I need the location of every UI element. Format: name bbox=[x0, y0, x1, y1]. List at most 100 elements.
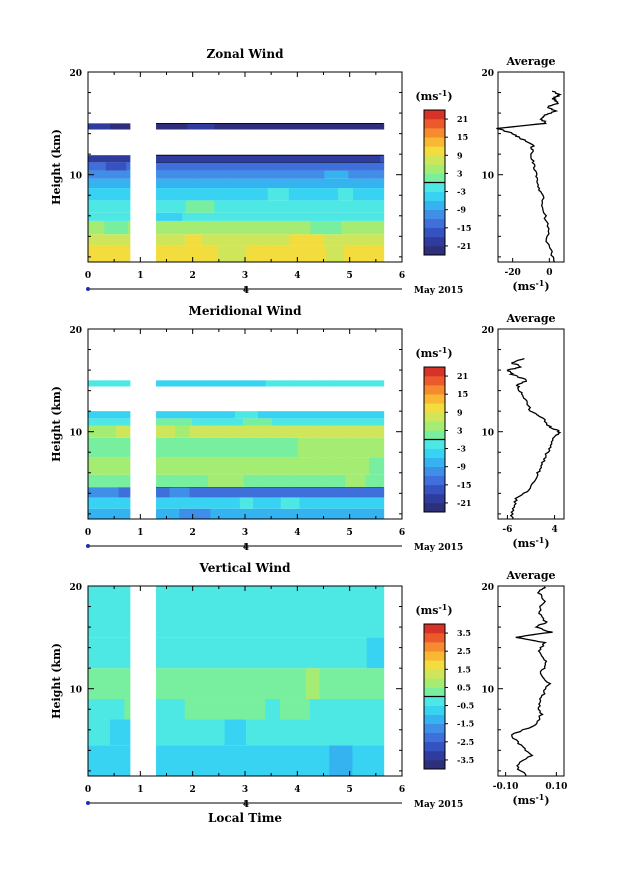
colorbar-swatch bbox=[424, 191, 445, 201]
heatmap-cell bbox=[88, 719, 111, 746]
y-tick-label: 10 bbox=[69, 429, 82, 439]
heatmap-cell bbox=[243, 474, 263, 488]
heatmap-cell bbox=[88, 437, 113, 458]
heatmap-cell bbox=[367, 418, 385, 426]
heatmap-cell bbox=[88, 123, 111, 130]
heatmap-cell bbox=[244, 220, 269, 235]
x-tick-label: 5 bbox=[347, 785, 353, 795]
heatmap-cell bbox=[265, 719, 290, 746]
colorbar-tick-label: -9 bbox=[457, 205, 466, 215]
heatmap-cell bbox=[230, 188, 245, 201]
heatmap-cell bbox=[224, 719, 247, 746]
heatmap-cell bbox=[367, 745, 385, 776]
heatmap-cell bbox=[184, 234, 203, 246]
avg-y-tick-label: 20 bbox=[481, 326, 494, 336]
heatmap-cell bbox=[171, 745, 205, 776]
heatmap-cell bbox=[296, 487, 328, 498]
colorbar-unit-exp: -1 bbox=[438, 88, 447, 98]
heatmap-cell bbox=[234, 457, 262, 475]
colorbar-swatch bbox=[424, 439, 445, 449]
heatmap-cell bbox=[360, 220, 385, 235]
heatmap-cell bbox=[185, 200, 215, 213]
heatmap-cell bbox=[220, 220, 245, 235]
heatmap-cell bbox=[192, 170, 221, 179]
x-tick-label: 1 bbox=[137, 271, 143, 281]
heatmap-cell bbox=[303, 586, 324, 638]
avg-unit-close: ) bbox=[544, 537, 549, 550]
heatmap-cell bbox=[225, 234, 253, 246]
heatmap-cell bbox=[235, 425, 266, 438]
x-tick-label: 4 bbox=[294, 528, 300, 538]
heatmap-cell bbox=[205, 162, 227, 171]
heatmap-cell bbox=[268, 637, 286, 669]
heatmap-cell bbox=[189, 425, 219, 438]
average-frame bbox=[497, 328, 565, 520]
colorbar-swatch bbox=[424, 385, 445, 395]
heatmap-cell bbox=[156, 162, 171, 171]
heatmap-cell bbox=[113, 745, 131, 776]
heatmap-cell bbox=[279, 698, 298, 720]
heatmap-cell bbox=[349, 719, 382, 746]
colorbar-tick-label: 1.5 bbox=[457, 664, 471, 674]
colorbar-swatch bbox=[424, 227, 445, 238]
heatmap-cell bbox=[335, 508, 370, 519]
heatmap-cell bbox=[233, 745, 264, 776]
heatmap-cell bbox=[338, 668, 355, 699]
heatmap-cell bbox=[174, 719, 209, 746]
avg-unit-close: ) bbox=[544, 794, 549, 807]
heatmap-cell bbox=[170, 245, 199, 262]
colorbar-tick-label: 9 bbox=[457, 150, 463, 160]
heatmap-cell bbox=[310, 220, 342, 235]
heatmap-cell bbox=[156, 745, 172, 776]
heatmap-cell bbox=[202, 212, 222, 221]
heatmap-cell bbox=[88, 220, 105, 235]
heatmap-cell bbox=[285, 637, 312, 669]
heatmap-cell bbox=[88, 155, 110, 163]
heatmap-cell bbox=[88, 188, 121, 201]
heatmap-cell bbox=[221, 212, 251, 221]
colorbar-swatch bbox=[424, 732, 445, 743]
heatmap-cell bbox=[374, 178, 385, 189]
heatmap-cell bbox=[262, 474, 292, 488]
heatmap-cell bbox=[214, 123, 235, 130]
heatmap-cell bbox=[188, 637, 224, 669]
heatmap-cell bbox=[156, 155, 191, 163]
colorbar-swatch bbox=[424, 502, 445, 513]
colorbar-tick-label: -1.5 bbox=[457, 719, 474, 729]
heatmap-cell bbox=[270, 586, 292, 638]
heatmap-cell bbox=[246, 698, 266, 720]
heatmap-cell bbox=[251, 155, 285, 163]
heatmap-cell bbox=[104, 220, 129, 235]
heatmap-cell bbox=[323, 234, 348, 246]
heatmap-cell bbox=[196, 437, 214, 458]
heatmap-cell bbox=[123, 155, 131, 163]
heatmap-cell bbox=[345, 637, 368, 669]
heatmap-cell bbox=[117, 411, 131, 419]
heatmap-cell bbox=[288, 188, 320, 201]
heatmap-cell bbox=[217, 745, 235, 776]
avg-unit-exp: -1 bbox=[535, 278, 544, 288]
heatmap-cell bbox=[348, 200, 369, 213]
heatmap-cell bbox=[250, 212, 271, 221]
heatmap-cell bbox=[369, 457, 385, 475]
colorbar-swatch bbox=[424, 741, 445, 752]
heatmap-cell bbox=[232, 200, 251, 213]
heatmap-cell bbox=[369, 508, 385, 519]
heatmap-cell bbox=[376, 170, 385, 179]
heatmap-cell bbox=[212, 155, 236, 163]
heatmap-cell bbox=[341, 162, 357, 171]
heatmap-cell bbox=[234, 411, 259, 419]
heatmap-cell bbox=[272, 668, 307, 699]
heatmap-cell bbox=[221, 487, 250, 498]
heatmap-cell bbox=[345, 474, 367, 488]
heatmap-cell bbox=[289, 234, 306, 246]
heatmap-cell bbox=[156, 487, 171, 498]
heatmap-cell bbox=[246, 508, 282, 519]
colorbar-tick-label: -3.5 bbox=[457, 755, 474, 765]
colorbar-swatch bbox=[424, 651, 445, 661]
heatmap-cell bbox=[88, 425, 117, 438]
heatmap-cell bbox=[106, 380, 129, 387]
heatmap-cell bbox=[122, 200, 131, 213]
colorbar-unit-close: ) bbox=[447, 347, 452, 360]
avg-unit-exp: -1 bbox=[535, 535, 544, 545]
